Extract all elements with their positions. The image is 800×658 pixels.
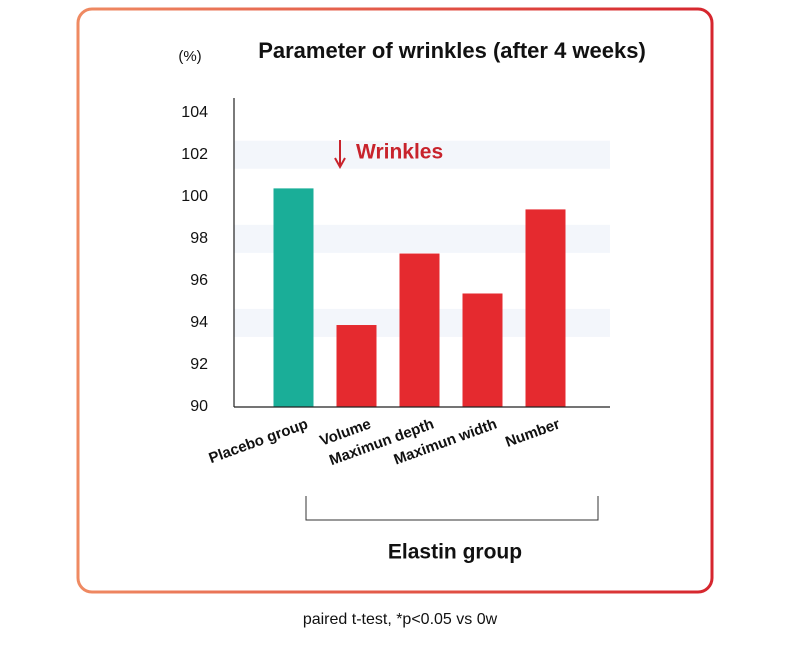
y-tick-label: 94 — [190, 314, 208, 331]
footnote: paired t-test, *p<0.05 vs 0w — [303, 611, 498, 628]
bar — [462, 293, 503, 407]
x-tick-label: Placebo group — [207, 416, 311, 468]
bar — [273, 188, 314, 407]
chart-title: Parameter of wrinkles (after 4 weeks) — [258, 38, 646, 63]
y-tick-label: 92 — [190, 356, 208, 373]
annotation: Wrinkles — [356, 141, 443, 164]
y-tick-label: 96 — [190, 272, 208, 289]
group-bracket — [305, 496, 599, 521]
y-tick-label: 100 — [181, 188, 208, 205]
x-tick-label: Number — [503, 415, 562, 450]
y-axis-label: (%) — [178, 48, 201, 65]
frame — [76, 7, 714, 594]
y-tick-label: 98 — [190, 230, 208, 247]
group-label: Elastin group — [388, 541, 522, 564]
bar — [399, 253, 440, 407]
y-tick-label: 104 — [181, 104, 208, 121]
grid-band — [234, 140, 610, 169]
y-tick-label: 90 — [190, 398, 208, 415]
bar — [525, 209, 566, 407]
bar — [336, 325, 377, 407]
y-tick-label: 102 — [181, 146, 208, 163]
annotation-arrow-head — [334, 157, 346, 170]
